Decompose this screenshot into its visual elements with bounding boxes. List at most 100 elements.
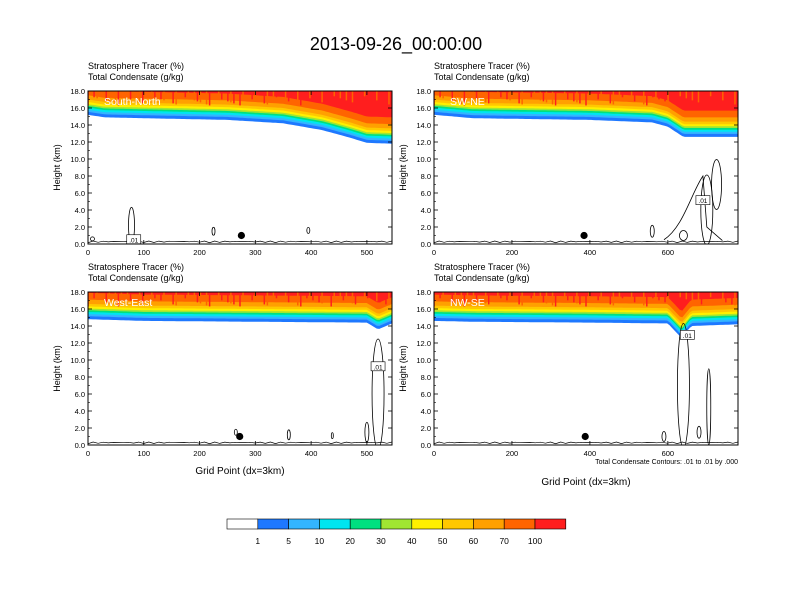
x-tick-label: 400 (305, 449, 318, 458)
condensate-contour (306, 226, 311, 234)
x-tick-label: 400 (584, 248, 597, 257)
x-tick-label: 100 (138, 248, 151, 257)
panel-title-condensate: Total Condensate (g/kg) (88, 72, 184, 82)
y-axis-label: Height (km) (52, 144, 62, 191)
y-tick-label: 6.0 (75, 189, 85, 198)
condensate-contour (711, 159, 722, 210)
x-tick-label: 400 (584, 449, 597, 458)
terrain-line (434, 240, 738, 244)
legend-swatch (534, 518, 567, 530)
location-marker (236, 432, 244, 441)
x-tick-label: 0 (86, 248, 90, 257)
y-tick-label: 14.0 (416, 121, 431, 130)
panel-south-north: .01 South-North Stratosphere Tracer (%)Tot… (52, 61, 393, 257)
tracer-field (434, 292, 738, 445)
y-tick-label: 16.0 (70, 104, 85, 113)
condensate-contour (649, 224, 655, 238)
y-axis-label: Height (km) (52, 345, 62, 392)
x-tick-label: 500 (361, 449, 374, 458)
y-tick-label: 12.0 (416, 138, 431, 147)
legend-label: 30 (376, 536, 386, 546)
y-tick-label: 16.0 (416, 104, 431, 113)
y-tick-label: 6.0 (421, 390, 431, 399)
tracer-band-9 (434, 91, 738, 111)
legend-label: 70 (499, 536, 509, 546)
y-tick-label: 4.0 (421, 206, 431, 215)
x-tick-label: 600 (662, 449, 675, 458)
x-tick-label: 200 (506, 449, 519, 458)
legend-label: 10 (315, 536, 325, 546)
x-tick-label: 200 (193, 449, 206, 458)
panel-title-tracer: Stratosphere Tracer (%) (434, 262, 530, 272)
condensate-contour (679, 230, 688, 241)
y-tick-label: 14.0 (70, 121, 85, 130)
y-tick-label: 10.0 (70, 155, 85, 164)
condensate-contour (700, 174, 714, 244)
y-tick-label: 4.0 (421, 407, 431, 416)
y-tick-label: 4.0 (75, 407, 85, 416)
y-tick-label: 8.0 (75, 373, 85, 382)
legend-swatch (473, 518, 505, 530)
condensate-contour (663, 174, 723, 241)
legend-label: 20 (345, 536, 355, 546)
tracer-field (88, 91, 392, 244)
legend-swatch (411, 518, 443, 530)
contour-label-box (695, 195, 711, 205)
y-tick-label: 12.0 (70, 339, 85, 348)
contour-label: .01 (129, 237, 138, 244)
y-tick-label: 0.0 (75, 441, 85, 450)
y-tick-label: 0.0 (75, 240, 85, 249)
y-tick-label: 18.0 (416, 288, 431, 297)
panel-title-tracer: Stratosphere Tracer (%) (434, 61, 530, 71)
location-marker (237, 231, 245, 240)
x-tick-label: 200 (506, 248, 519, 257)
location-marker (581, 432, 589, 441)
legend-label: 5 (286, 536, 291, 546)
x-tick-label: 200 (193, 248, 206, 257)
panel-sw-ne: .01 SW-NE Stratosphere Tracer (%)Total Con… (398, 61, 739, 257)
legend-swatch (257, 518, 289, 530)
condensate-contours (233, 338, 385, 445)
x-axis-label: Grid Point (dx=3km) (195, 466, 284, 477)
contour-label: .01 (698, 198, 707, 205)
x-tick-label: 300 (249, 449, 262, 458)
legend-swatch (226, 518, 259, 530)
legend-label: 50 (438, 536, 448, 546)
location-marker (580, 231, 588, 240)
y-tick-label: 2.0 (75, 223, 85, 232)
y-tick-label: 10.0 (70, 356, 85, 365)
legend-swatch (349, 518, 382, 530)
legend-label: 40 (407, 536, 417, 546)
y-axis-label: Height (km) (398, 345, 408, 392)
terrain-line (88, 441, 392, 445)
x-tick-label: 0 (432, 449, 436, 458)
y-tick-label: 14.0 (70, 322, 85, 331)
legend-label: 60 (469, 536, 479, 546)
x-tick-label: 0 (432, 248, 436, 257)
cross-section-label: South-North (104, 96, 161, 108)
condensate-contour (90, 236, 95, 242)
condensate-contour (696, 425, 702, 439)
legend-swatch (288, 518, 320, 530)
tracer-field (88, 292, 392, 445)
contour-note: Total Condensate Contours: .01 to .01 by… (595, 459, 738, 466)
y-tick-label: 6.0 (75, 390, 85, 399)
y-tick-label: 0.0 (421, 441, 431, 450)
y-tick-label: 18.0 (70, 288, 85, 297)
y-tick-label: 14.0 (416, 322, 431, 331)
legend-swatch (503, 518, 536, 530)
condensate-contour (330, 432, 334, 440)
legend-swatch (442, 518, 474, 530)
color-legend: 1 5 10 20 30 40 50 60 70 100 (226, 518, 567, 546)
panel-title-tracer: Stratosphere Tracer (%) (88, 262, 184, 272)
y-tick-label: 10.0 (416, 155, 431, 164)
y-tick-label: 4.0 (75, 206, 85, 215)
y-tick-label: 6.0 (421, 189, 431, 198)
condensate-contour (661, 431, 667, 442)
condensate-contour (211, 226, 216, 236)
terrain-line (434, 441, 738, 445)
y-tick-label: 8.0 (421, 373, 431, 382)
condensate-contour (677, 323, 690, 445)
legend-swatch (319, 518, 351, 530)
